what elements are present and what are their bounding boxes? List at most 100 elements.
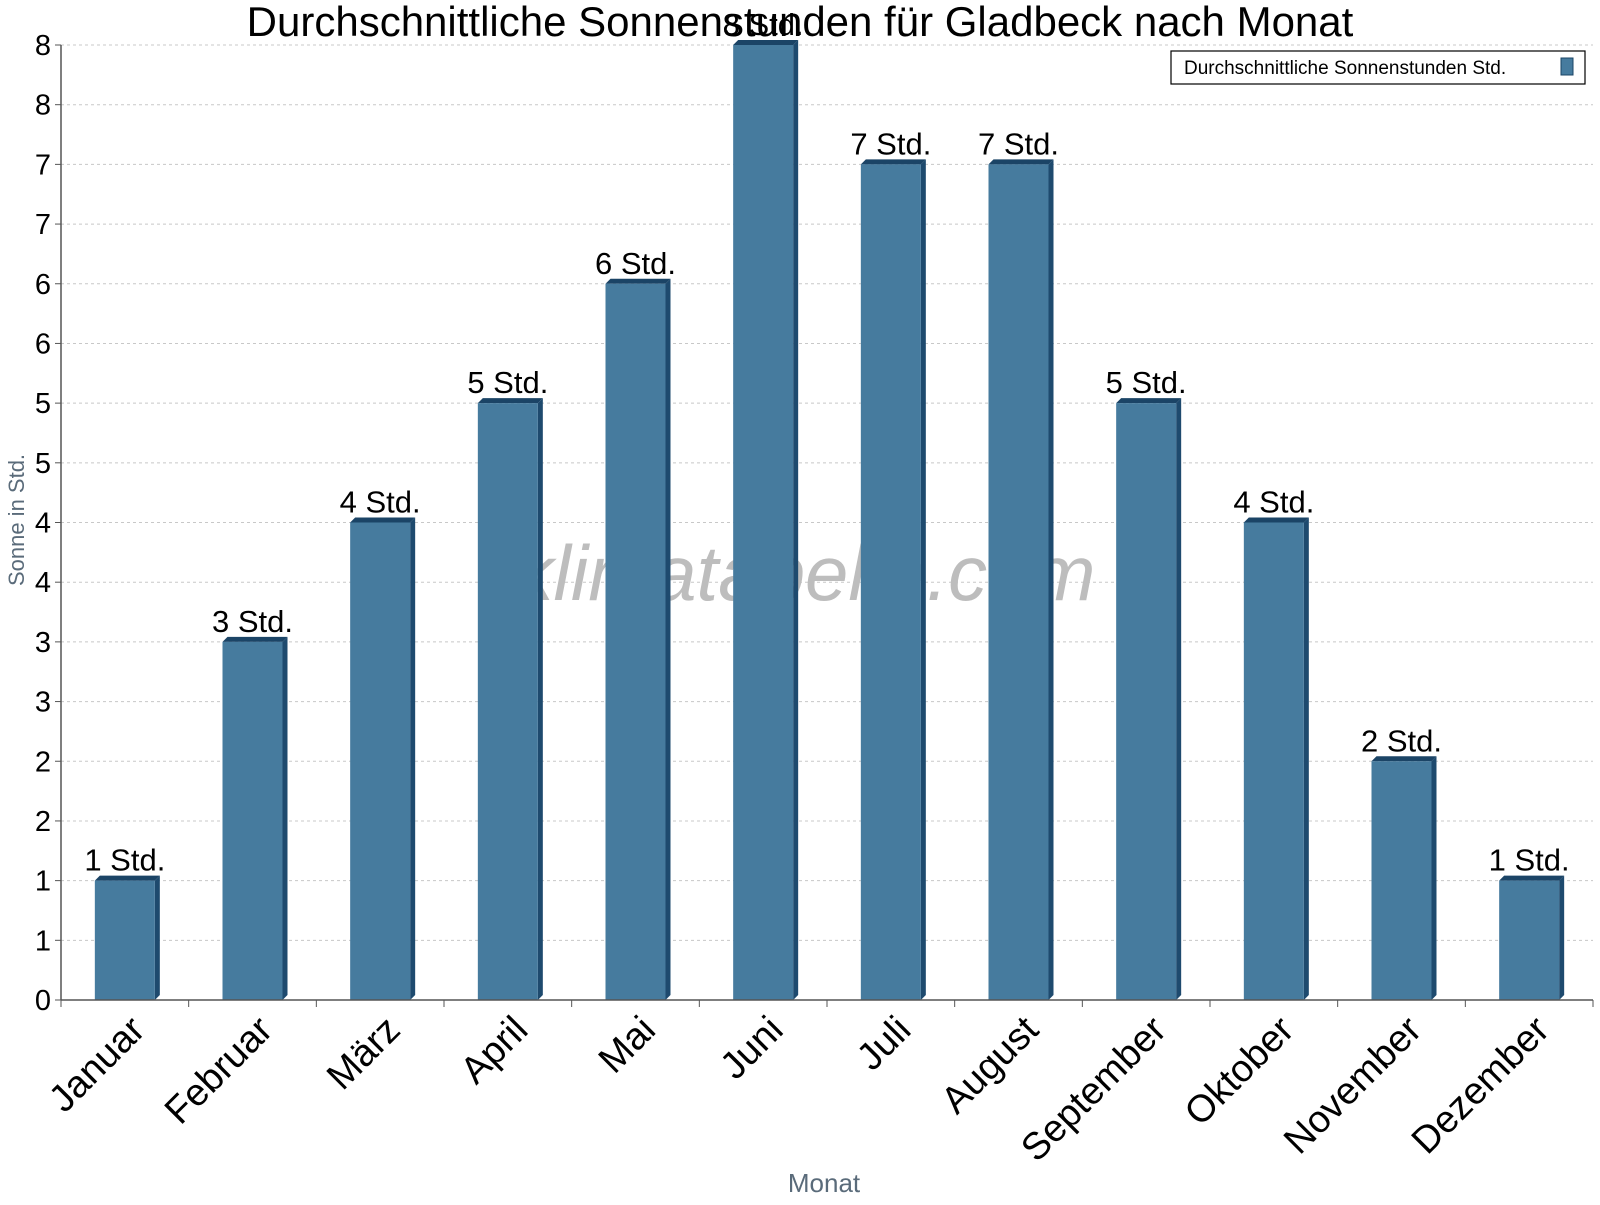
bar-group xyxy=(350,517,416,1000)
bar-group xyxy=(94,875,160,1000)
y-tick-label: 2 xyxy=(35,806,51,838)
x-tick-label: Januar xyxy=(41,1008,153,1120)
x-tick-label: Juni xyxy=(713,1009,792,1088)
bars xyxy=(94,40,1565,1000)
data-label: 8 Std. xyxy=(723,7,804,42)
bar xyxy=(477,403,538,1000)
y-tick-label: 3 xyxy=(35,627,51,659)
bar-top xyxy=(477,398,543,404)
x-tick-label: Februar xyxy=(157,1008,281,1132)
x-tick-label: Oktober xyxy=(1177,1008,1303,1134)
data-label: 1 Std. xyxy=(84,843,165,878)
gridlines xyxy=(61,44,1593,941)
x-tick-labels: Januar Februar März April Mai Juni Juli AugustS… xyxy=(41,1008,1557,1169)
bar xyxy=(94,880,155,1000)
bar-side xyxy=(410,517,416,1000)
bar xyxy=(860,164,921,1000)
bar xyxy=(1116,403,1177,1000)
legend: Durchschnittliche Sonnenstunden Std. xyxy=(1170,50,1586,85)
bar-side xyxy=(1176,398,1182,1000)
bar xyxy=(222,641,283,1000)
bar-side xyxy=(1559,875,1565,1000)
bar-top xyxy=(605,278,671,284)
bar-group xyxy=(733,40,799,1000)
y-tick-label: 8 xyxy=(35,30,51,62)
y-tick-labels: 0 1 1 2 2 3 3 4 4 5 5 6 6 7 7 8 8 xyxy=(35,30,51,1017)
bar xyxy=(733,45,794,1000)
data-label: 5 Std. xyxy=(1106,365,1187,400)
y-tick-label: 6 xyxy=(35,269,51,301)
data-label: 1 Std. xyxy=(1489,843,1570,878)
x-tick-label: November xyxy=(1276,1008,1430,1162)
bar-side xyxy=(665,278,671,1000)
data-label: 4 Std. xyxy=(340,485,421,520)
y-tick-label: 0 xyxy=(35,985,51,1017)
bar-group xyxy=(477,398,543,1000)
bar-top xyxy=(988,159,1054,165)
data-label: 4 Std. xyxy=(1233,485,1314,520)
bar xyxy=(1243,522,1304,1000)
bar-side xyxy=(1431,756,1437,1000)
y-axis-title: Sonne in Std. xyxy=(4,454,29,586)
bar-side xyxy=(920,159,926,1000)
y-tick-label: 8 xyxy=(35,90,51,122)
y-tick-label: 3 xyxy=(35,687,51,719)
bar-top xyxy=(222,636,288,642)
bar-top xyxy=(1371,756,1437,762)
bar-top xyxy=(350,517,416,523)
legend-label: Durchschnittliche Sonnenstunden Std. xyxy=(1184,58,1506,79)
x-axis-title: Monat xyxy=(788,1168,861,1198)
y-tick-label: 4 xyxy=(35,508,51,540)
x-tick-label: Juli xyxy=(849,1009,919,1079)
bar xyxy=(350,522,411,1000)
bar-top xyxy=(1243,517,1309,523)
bar-group xyxy=(988,159,1054,1000)
x-tick-label: März xyxy=(319,1009,408,1098)
bar-group xyxy=(1499,875,1565,1000)
bar-group xyxy=(1116,398,1182,1000)
y-tick-label: 7 xyxy=(35,149,51,181)
data-label: 6 Std. xyxy=(595,246,676,281)
x-tick-label: April xyxy=(453,1009,536,1092)
legend-box xyxy=(1170,50,1586,85)
y-tick-label: 5 xyxy=(35,448,51,480)
bar-group xyxy=(1243,517,1309,1000)
bar xyxy=(1371,761,1432,1000)
bar xyxy=(605,283,666,1000)
bar-top xyxy=(860,159,926,165)
x-tick-label: August xyxy=(934,1008,1048,1122)
bar xyxy=(988,164,1049,1000)
y-tick-label: 5 xyxy=(35,388,51,420)
x-tick-label: Mai xyxy=(591,1009,664,1082)
data-label: 5 Std. xyxy=(467,365,548,400)
bar-group xyxy=(860,159,926,1000)
bar-side xyxy=(154,875,160,1000)
y-tick-label: 4 xyxy=(35,567,51,599)
bar-top xyxy=(733,40,799,45)
data-label: 3 Std. xyxy=(212,604,293,639)
bar-group xyxy=(1371,756,1437,1000)
bar-side xyxy=(1303,517,1309,1000)
data-label: 7 Std. xyxy=(850,126,931,161)
bar-top xyxy=(94,875,160,881)
y-tick-label: 7 xyxy=(35,209,51,241)
axes xyxy=(55,44,1594,1007)
data-labels: 1 Std. 3 Std. 4 Std. 5 Std. 6 Std. 8 Std. 7 St… xyxy=(84,7,1569,878)
bar xyxy=(1499,880,1560,1000)
y-tick-label: 1 xyxy=(35,866,51,898)
x-tick-label: Dezember xyxy=(1404,1008,1558,1162)
bar-side xyxy=(537,398,543,1000)
bar-side xyxy=(1048,159,1054,1000)
bar-side xyxy=(282,636,288,1000)
bar-group xyxy=(222,636,288,1000)
data-label: 7 Std. xyxy=(978,126,1059,161)
bar-side xyxy=(793,40,799,1000)
chart-title: Durchschnittliche Sonnenstunden für Glad… xyxy=(247,0,1354,45)
data-label: 2 Std. xyxy=(1361,723,1442,758)
legend-swatch xyxy=(1560,57,1574,76)
bar-top xyxy=(1116,398,1182,404)
bar-top xyxy=(1499,875,1565,881)
y-tick-label: 6 xyxy=(35,328,51,360)
